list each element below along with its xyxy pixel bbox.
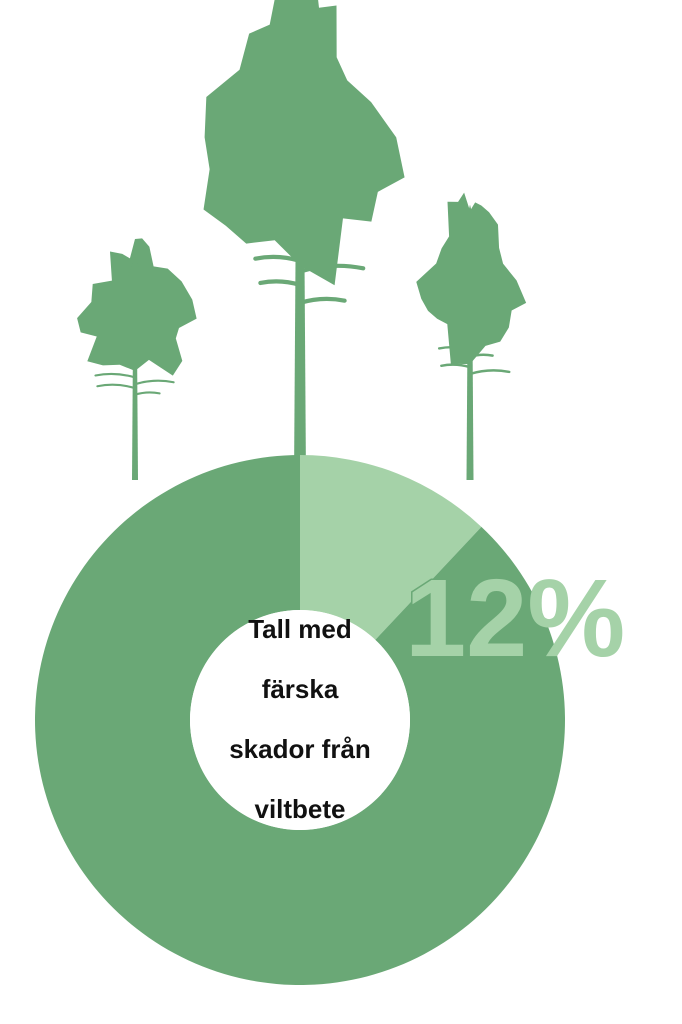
center-line-4: viltbete	[254, 795, 345, 825]
donut-chart	[0, 0, 682, 1024]
center-line-2: färska	[262, 675, 339, 705]
infographic-stage: 12% Tall med färska skador från viltbete	[0, 0, 682, 1024]
percent-number: 12	[405, 557, 527, 680]
percent-label: 12%	[405, 555, 625, 682]
percent-symbol: %	[527, 557, 625, 680]
center-line-1: Tall med	[248, 615, 352, 645]
donut-center-label: Tall med färska skador från viltbete	[190, 610, 410, 830]
center-line-3: skador från	[229, 735, 371, 765]
